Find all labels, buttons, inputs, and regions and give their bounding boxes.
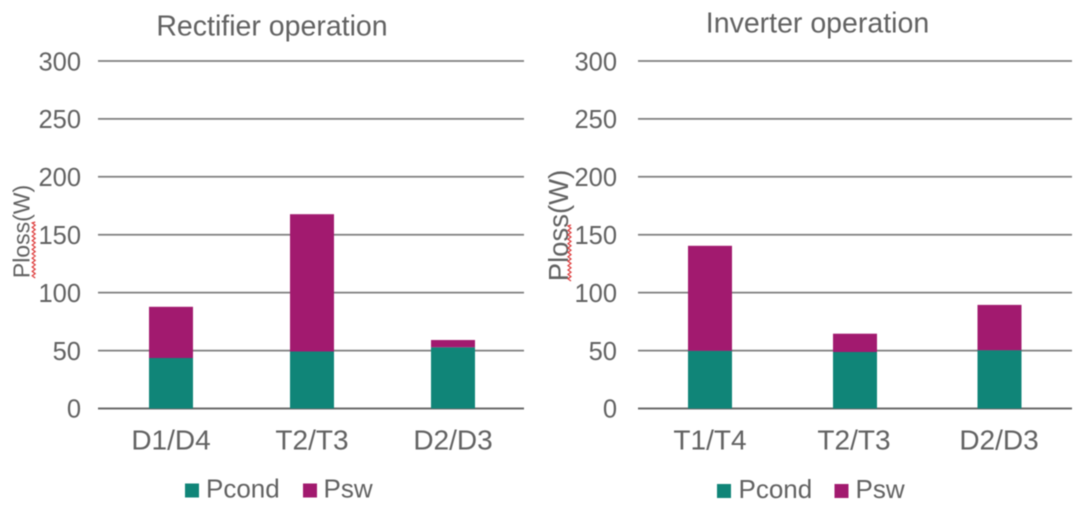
svg-text:Pcond: Pcond: [206, 474, 280, 504]
svg-text:Psw: Psw: [324, 474, 373, 504]
svg-text:300: 300: [38, 48, 81, 76]
svg-text:250: 250: [574, 106, 617, 134]
svg-text:Ploss(W): Ploss(W): [9, 185, 35, 278]
svg-text:200: 200: [574, 164, 617, 192]
svg-text:50: 50: [589, 338, 617, 366]
svg-text:T2/T3: T2/T3: [275, 425, 348, 456]
svg-text:300: 300: [574, 48, 617, 76]
svg-text:100: 100: [574, 280, 617, 308]
svg-text:Rectifier operation: Rectifier operation: [156, 11, 387, 43]
svg-text:Inverter operation: Inverter operation: [706, 8, 929, 40]
svg-text:T2/T3: T2/T3: [817, 425, 890, 456]
svg-text:D2/D3: D2/D3: [959, 425, 1038, 456]
svg-text:150: 150: [38, 222, 81, 250]
svg-text:Pcond: Pcond: [739, 474, 813, 504]
svg-text:0: 0: [67, 396, 81, 424]
svg-text:0: 0: [603, 396, 617, 424]
svg-text:Psw: Psw: [856, 474, 905, 504]
svg-text:50: 50: [53, 338, 81, 366]
svg-text:200: 200: [38, 164, 81, 192]
svg-text:250: 250: [38, 106, 81, 134]
svg-text:D1/D4: D1/D4: [131, 425, 210, 456]
svg-text:T1/T4: T1/T4: [673, 425, 746, 456]
svg-text:100: 100: [38, 280, 81, 308]
svg-text:150: 150: [574, 222, 617, 250]
svg-text:D2/D3: D2/D3: [413, 425, 492, 456]
